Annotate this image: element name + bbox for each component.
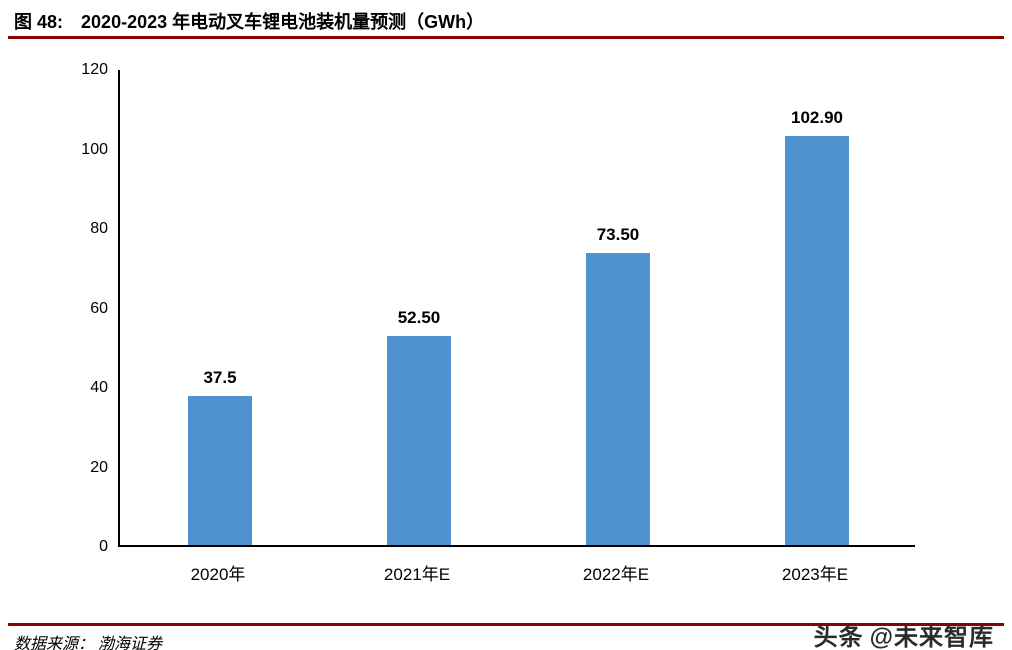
bar	[188, 396, 252, 545]
figure-header: 图 48: 2020-2023 年电动叉车锂电池装机量预测（GWh）	[14, 8, 484, 34]
bar-value-label: 73.50	[596, 225, 640, 244]
footer-divider	[8, 623, 1004, 626]
watermark: 头条 @未来智库	[814, 617, 994, 650]
title-divider	[8, 36, 1004, 39]
bar-value-label: 37.5	[203, 368, 237, 387]
y-tick-label: 100	[81, 140, 108, 158]
plot-area: 37.5 52.50 73.50 102.90	[118, 70, 915, 547]
x-axis-label: 2022年E	[582, 565, 650, 584]
y-tick-label: 60	[90, 299, 108, 317]
x-axis-label: 2023年E	[781, 565, 849, 584]
y-tick-label: 20	[90, 458, 108, 476]
y-tick-label: 0	[99, 538, 108, 555]
y-tick-label: 40	[90, 379, 108, 396]
bar	[785, 136, 849, 545]
data-source: 数据来源： 渤海证券	[14, 636, 163, 650]
bar	[586, 253, 650, 545]
watermark-handle: @未来智库	[869, 624, 994, 650]
x-axis-label: 2020年	[190, 565, 246, 584]
y-tick-label: 120	[81, 61, 108, 78]
x-axis-label: 2021年E	[383, 565, 451, 584]
watermark-brand-logo: 头条	[813, 624, 864, 650]
bar-value-label: 52.50	[397, 308, 441, 327]
y-tick-label: 80	[90, 220, 108, 237]
bar-value-label: 102.90	[791, 108, 843, 127]
figure-title: 2020-2023 年电动叉车锂电池装机量预测（GWh）	[81, 12, 485, 32]
figure-label: 图 48:	[14, 12, 64, 32]
bar	[387, 336, 451, 545]
